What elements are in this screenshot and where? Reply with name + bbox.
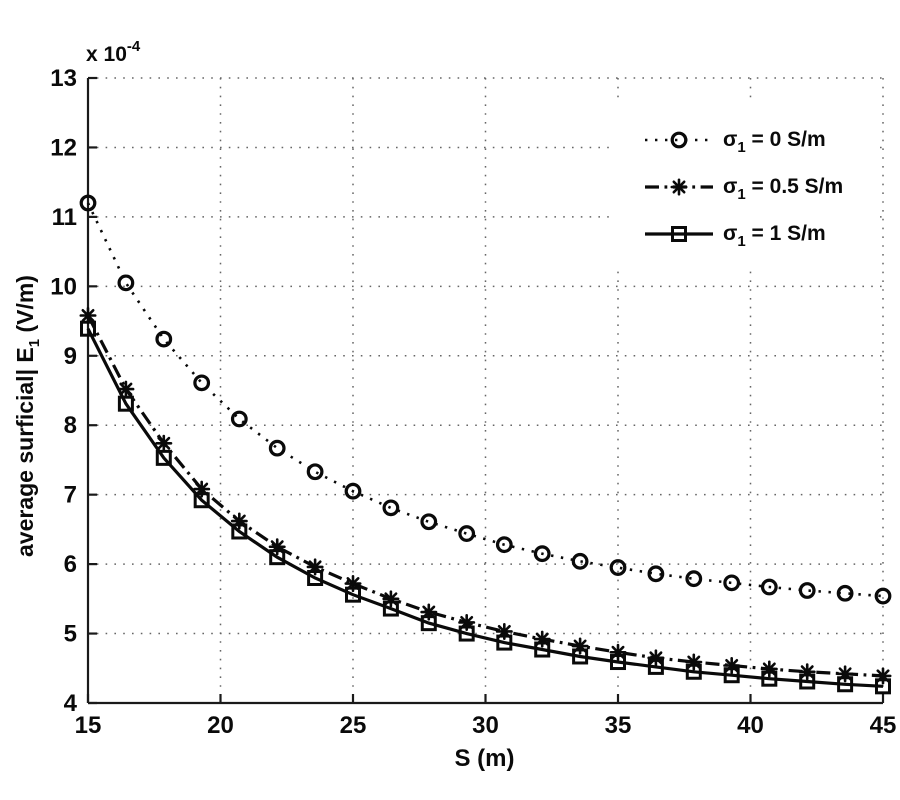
circle-marker (268, 439, 286, 457)
circle-marker (306, 463, 324, 481)
circle-marker (117, 274, 135, 292)
square-marker (269, 549, 286, 566)
y-tick-label: 7 (64, 482, 77, 509)
series-sigma-05 (79, 306, 892, 685)
x-tick-label: 40 (737, 712, 764, 739)
square-marker (231, 523, 248, 540)
x-tick-label: 35 (605, 712, 632, 739)
series-line-sigma-1 (86, 327, 884, 688)
circle-marker (533, 545, 551, 563)
square-marker (80, 320, 96, 337)
x-tick-label: 20 (207, 712, 234, 739)
square-marker (345, 586, 361, 603)
asterisk-marker (670, 177, 688, 196)
x-tick-label: 25 (340, 712, 367, 739)
circle-marker (230, 410, 248, 428)
square-marker (875, 678, 891, 695)
circle-marker (420, 513, 438, 531)
legend-label: σ1 = 0.5 S/m (723, 174, 844, 203)
circle-marker (155, 330, 173, 348)
square-marker (534, 641, 551, 658)
gridlines (88, 77, 884, 703)
circle-marker (647, 565, 665, 583)
legend-entry-sigma-1: σ1 = 1 S/m (616, 210, 876, 257)
y-tick-label: 6 (64, 551, 77, 578)
circle-marker (836, 584, 854, 602)
square-marker (572, 648, 589, 665)
legend-label: σ1 = 0 S/m (723, 127, 826, 156)
square-marker (723, 667, 740, 684)
square-marker (458, 625, 475, 642)
square-marker (155, 449, 172, 466)
square-marker (382, 600, 399, 617)
legend: σ1 = 0 S/m σ1 = 0.5 S/m σ1 = 1 S/m (616, 99, 876, 266)
circle-marker (670, 131, 688, 148)
asterisk-marker (117, 380, 135, 398)
square-marker (837, 676, 854, 693)
y-tick-label: 8 (64, 412, 77, 439)
square-marker (117, 395, 134, 412)
legend-label: σ1 = 1 S/m (723, 221, 826, 250)
series-line-sigma-05 (86, 314, 884, 678)
x-tick-label: 30 (472, 712, 499, 739)
square-marker (647, 658, 664, 675)
circle-marker (760, 578, 778, 596)
y-axis-title: average surficial| E1 (V/m) (12, 275, 43, 557)
square-marker (685, 663, 702, 680)
exponent-base: x 10 (86, 43, 127, 66)
circle-marker (723, 574, 741, 592)
square-marker (799, 673, 816, 690)
x-tick-labels: 15 20 25 30 35 40 45 (75, 712, 897, 739)
y-axis-exponent: x 10-4 (86, 38, 141, 67)
y-tick-labels: 4 5 6 7 8 9 10 11 12 13 (50, 65, 77, 717)
x-tick-label: 15 (75, 712, 102, 739)
y-tick-label: 12 (50, 134, 77, 161)
y-tick-label: 13 (50, 65, 77, 92)
square-marker (420, 615, 437, 632)
series-sigma-1 (80, 320, 891, 695)
legend-sample-dotted-circle-icon (645, 131, 713, 148)
circle-marker (193, 374, 211, 392)
circle-marker (685, 570, 703, 588)
legend-sample-solid-square-icon (645, 225, 713, 242)
y-tick-label: 11 (52, 204, 77, 231)
y-tick-label: 5 (64, 621, 77, 648)
asterisk-marker (79, 306, 97, 325)
legend-entry-sigma-05: σ1 = 0.5 S/m (616, 163, 876, 210)
square-marker (193, 492, 210, 509)
asterisk-marker (155, 434, 173, 452)
square-marker (307, 570, 324, 586)
x-axis-title: S (m) (454, 745, 515, 772)
circle-marker (798, 582, 816, 599)
circle-marker (458, 525, 476, 542)
circle-marker (382, 499, 400, 517)
circle-marker (344, 482, 362, 500)
square-marker (671, 225, 687, 242)
circle-marker (495, 536, 513, 554)
legend-sample-dashdot-asterisk-icon (645, 177, 713, 196)
square-marker (761, 670, 778, 687)
square-marker (496, 634, 513, 651)
y-tick-label: 4 (64, 690, 78, 717)
y-tick-label: 10 (50, 273, 77, 300)
axes (86, 76, 885, 705)
exponent-power: -4 (126, 38, 141, 55)
legend-entry-sigma-0: σ1 = 0 S/m (616, 116, 876, 163)
circle-marker (874, 587, 892, 605)
x-tick-label: 45 (870, 712, 897, 739)
circle-marker (571, 552, 589, 570)
series-sigma-0 (79, 194, 892, 605)
circle-marker (609, 559, 627, 576)
series-line-sigma-0 (86, 202, 884, 598)
square-marker (610, 654, 626, 671)
circle-marker (79, 194, 97, 212)
y-tick-label: 9 (64, 343, 77, 370)
